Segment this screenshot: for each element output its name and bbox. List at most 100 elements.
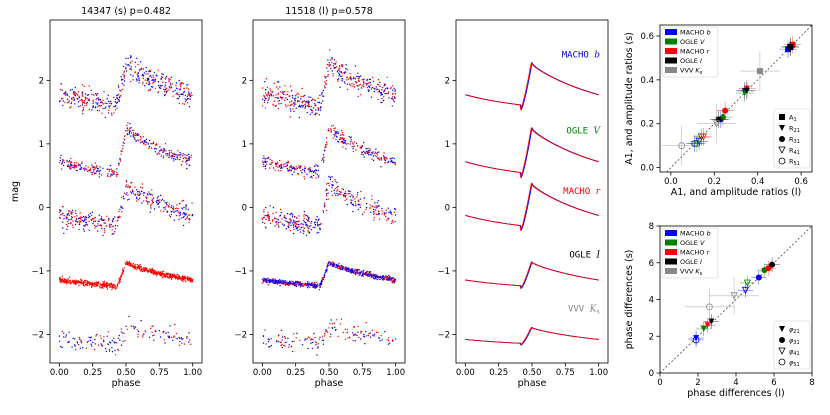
data-point (184, 100, 187, 103)
data-point (381, 213, 383, 215)
data-point (187, 157, 189, 160)
data-point (98, 214, 101, 216)
data-point (111, 288, 113, 291)
data-point (73, 344, 76, 346)
data-point (74, 103, 76, 105)
data-point (90, 214, 93, 216)
data-point (280, 165, 283, 167)
data-point (78, 222, 81, 224)
data-point (125, 70, 128, 72)
data-point (350, 85, 352, 87)
data-point (164, 142, 167, 145)
data-point (110, 112, 113, 114)
data-point (80, 281, 82, 283)
data-point (165, 332, 167, 334)
data-point (339, 266, 342, 269)
data-point (264, 226, 267, 228)
data-point (388, 342, 391, 344)
data-point (74, 220, 77, 222)
data-point (137, 73, 139, 75)
data-point (287, 104, 289, 107)
data-point (102, 103, 105, 105)
data-point (276, 221, 278, 223)
data-point (137, 265, 139, 268)
data-point (98, 286, 101, 288)
data-point (170, 278, 173, 280)
data-point (128, 65, 131, 67)
data-point (77, 281, 79, 283)
data-point (92, 166, 94, 169)
x-tick-label: 1.00 (386, 368, 405, 378)
data-point (314, 336, 316, 339)
data-point (280, 169, 282, 172)
legend-marker-symbol: R (789, 158, 794, 166)
data-point (337, 131, 339, 133)
data-point (354, 272, 356, 275)
data-point (117, 219, 119, 221)
data-point (109, 164, 112, 167)
data-point (296, 94, 298, 96)
data-point (143, 141, 146, 143)
data-point (179, 88, 182, 90)
data-point (159, 271, 162, 273)
data-point (287, 160, 289, 162)
data-point (126, 133, 129, 136)
data-point (290, 167, 293, 169)
data-point (86, 281, 88, 283)
data-point (279, 221, 281, 223)
data-point (127, 263, 129, 265)
data-point (329, 176, 331, 179)
data-point (172, 209, 175, 211)
data-point (316, 173, 318, 176)
y-tick-label: 2 (39, 76, 44, 86)
data-point (309, 167, 311, 169)
data-point (275, 105, 277, 108)
data-point (106, 283, 109, 285)
data-point (350, 272, 353, 274)
data-point (160, 76, 163, 78)
data-point (174, 153, 176, 156)
data-point (119, 160, 122, 162)
data-point (298, 281, 300, 283)
data-point (363, 333, 365, 336)
data-point (181, 153, 183, 155)
data-point (263, 95, 266, 98)
data-point (155, 74, 157, 76)
data-point (61, 330, 63, 333)
data-point (307, 336, 310, 338)
data-point (77, 165, 79, 167)
data-point (137, 333, 139, 335)
data-point (263, 222, 266, 224)
data-point (129, 62, 132, 64)
data-point (324, 81, 326, 83)
band-label: MACHO r (563, 187, 601, 197)
data-point (117, 93, 120, 96)
data-point (63, 336, 65, 338)
data-point (72, 92, 75, 94)
data-point (338, 141, 340, 143)
data-point (261, 105, 264, 107)
data-point (310, 105, 312, 108)
data-point (367, 335, 370, 337)
data-point (317, 175, 320, 177)
data-point (384, 331, 386, 333)
data-point (178, 336, 180, 339)
data-point (357, 79, 360, 82)
data-point (86, 94, 89, 96)
data-point (100, 100, 102, 102)
data-point (59, 157, 61, 159)
data-point (350, 199, 352, 201)
data-point (99, 169, 102, 172)
data-point (188, 106, 191, 108)
data-point (174, 89, 176, 92)
data-point (66, 220, 69, 223)
data-point (276, 223, 278, 225)
legend-marker-subscript: 21 (794, 128, 800, 134)
data-point (172, 95, 174, 97)
data-point (287, 161, 290, 164)
data-point (306, 102, 309, 104)
data-point (381, 89, 383, 91)
data-point (324, 147, 326, 149)
